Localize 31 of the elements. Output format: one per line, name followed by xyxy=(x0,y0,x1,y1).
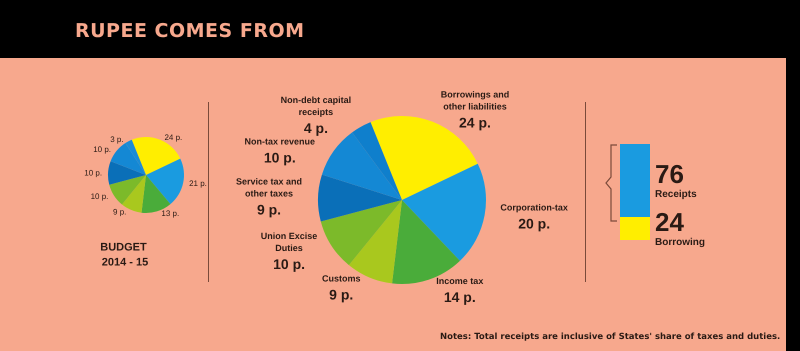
data-label: 10 p. xyxy=(84,168,102,178)
data-label: 24 p. xyxy=(164,133,182,142)
data-label: 3 p. xyxy=(110,134,124,144)
slice-label: Union Excise Duties xyxy=(260,231,318,254)
slice-label: Non-debt capital receipts xyxy=(280,95,352,118)
series-label: Receipts xyxy=(655,188,698,200)
slice-label: Income tax xyxy=(436,276,484,286)
slice-label: Corporation-tax xyxy=(500,202,568,212)
text: Notes: Total receipts are inclusive of States' share of taxes and duties. xyxy=(440,332,780,342)
data-label: 9 p. xyxy=(113,207,126,216)
data-label: 76 xyxy=(655,158,684,189)
data-label: 4 p. xyxy=(304,120,328,136)
data-label: 9 p. xyxy=(256,202,282,218)
data-label: 20 p. xyxy=(518,215,550,232)
series-label: Borrowing xyxy=(655,236,705,248)
data-label: 24 xyxy=(655,206,684,237)
data-label: 13 p. xyxy=(161,208,180,218)
slice-label: Service tax and other taxes xyxy=(236,176,302,199)
data-label: 24 p. xyxy=(459,114,491,130)
data-label: 10 p. xyxy=(90,192,108,202)
data-label: 14 p. xyxy=(444,289,476,306)
data-label: 9 p. xyxy=(329,286,354,302)
data-label: 10 p. xyxy=(93,145,111,154)
slice-label: Customs xyxy=(322,273,360,284)
data-label: 21 p. xyxy=(189,178,207,188)
slice-label: Non-tax revenue xyxy=(244,136,316,147)
data-label: 10 p. xyxy=(273,256,305,272)
slice-label: Borrowings and other liabilities xyxy=(440,89,510,112)
chart-title: RUPEE COMES FROM xyxy=(75,20,305,42)
data-label: 10 p. xyxy=(264,150,296,166)
text: BUDGET 2014 - 15 xyxy=(100,242,150,268)
